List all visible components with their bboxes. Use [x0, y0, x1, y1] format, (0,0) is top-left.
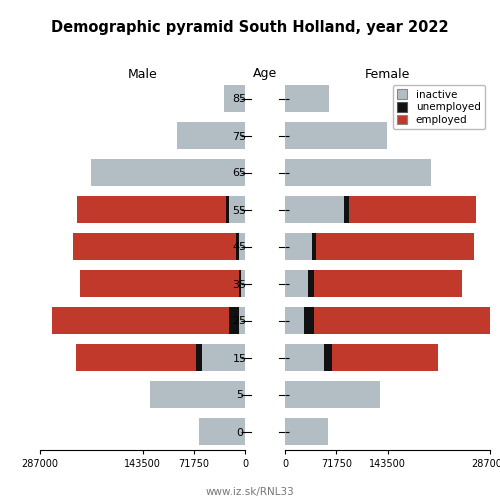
Bar — [308, 270, 314, 297]
Bar — [196, 344, 202, 371]
Bar — [92, 159, 245, 186]
Bar — [285, 122, 387, 149]
Bar — [285, 344, 325, 371]
Text: Male: Male — [128, 68, 158, 80]
Bar — [285, 307, 304, 334]
Bar — [236, 233, 240, 260]
Legend: inactive, unemployed, employed: inactive, unemployed, employed — [393, 85, 485, 130]
Bar — [240, 233, 245, 260]
Bar — [76, 344, 196, 371]
Bar — [238, 270, 242, 297]
Bar — [314, 307, 493, 334]
Bar — [350, 196, 476, 223]
Text: www.iz.sk/RNL33: www.iz.sk/RNL33 — [206, 487, 294, 497]
Bar — [224, 85, 245, 112]
Bar — [198, 418, 245, 445]
Text: Age: Age — [253, 68, 277, 80]
Text: Demographic pyramid South Holland, year 2022: Demographic pyramid South Holland, year … — [51, 20, 449, 35]
Bar — [230, 196, 245, 223]
Bar — [285, 85, 330, 112]
Bar — [332, 344, 438, 371]
Bar — [314, 270, 462, 297]
Bar — [312, 233, 316, 260]
Bar — [304, 307, 314, 334]
Bar — [52, 307, 230, 334]
Bar — [285, 233, 312, 260]
Bar — [316, 233, 474, 260]
Bar — [238, 307, 245, 334]
Bar — [285, 270, 308, 297]
Bar — [344, 196, 349, 223]
Bar — [77, 196, 226, 223]
Bar — [324, 344, 332, 371]
Bar — [285, 196, 344, 223]
Bar — [80, 270, 238, 297]
Bar — [242, 270, 245, 297]
Bar — [285, 159, 432, 186]
Bar — [230, 307, 238, 334]
Bar — [73, 233, 235, 260]
Bar — [202, 344, 245, 371]
Text: Female: Female — [365, 68, 410, 80]
Bar — [177, 122, 245, 149]
Bar — [226, 196, 230, 223]
Bar — [285, 418, 328, 445]
Bar — [150, 381, 245, 408]
Bar — [285, 381, 380, 408]
